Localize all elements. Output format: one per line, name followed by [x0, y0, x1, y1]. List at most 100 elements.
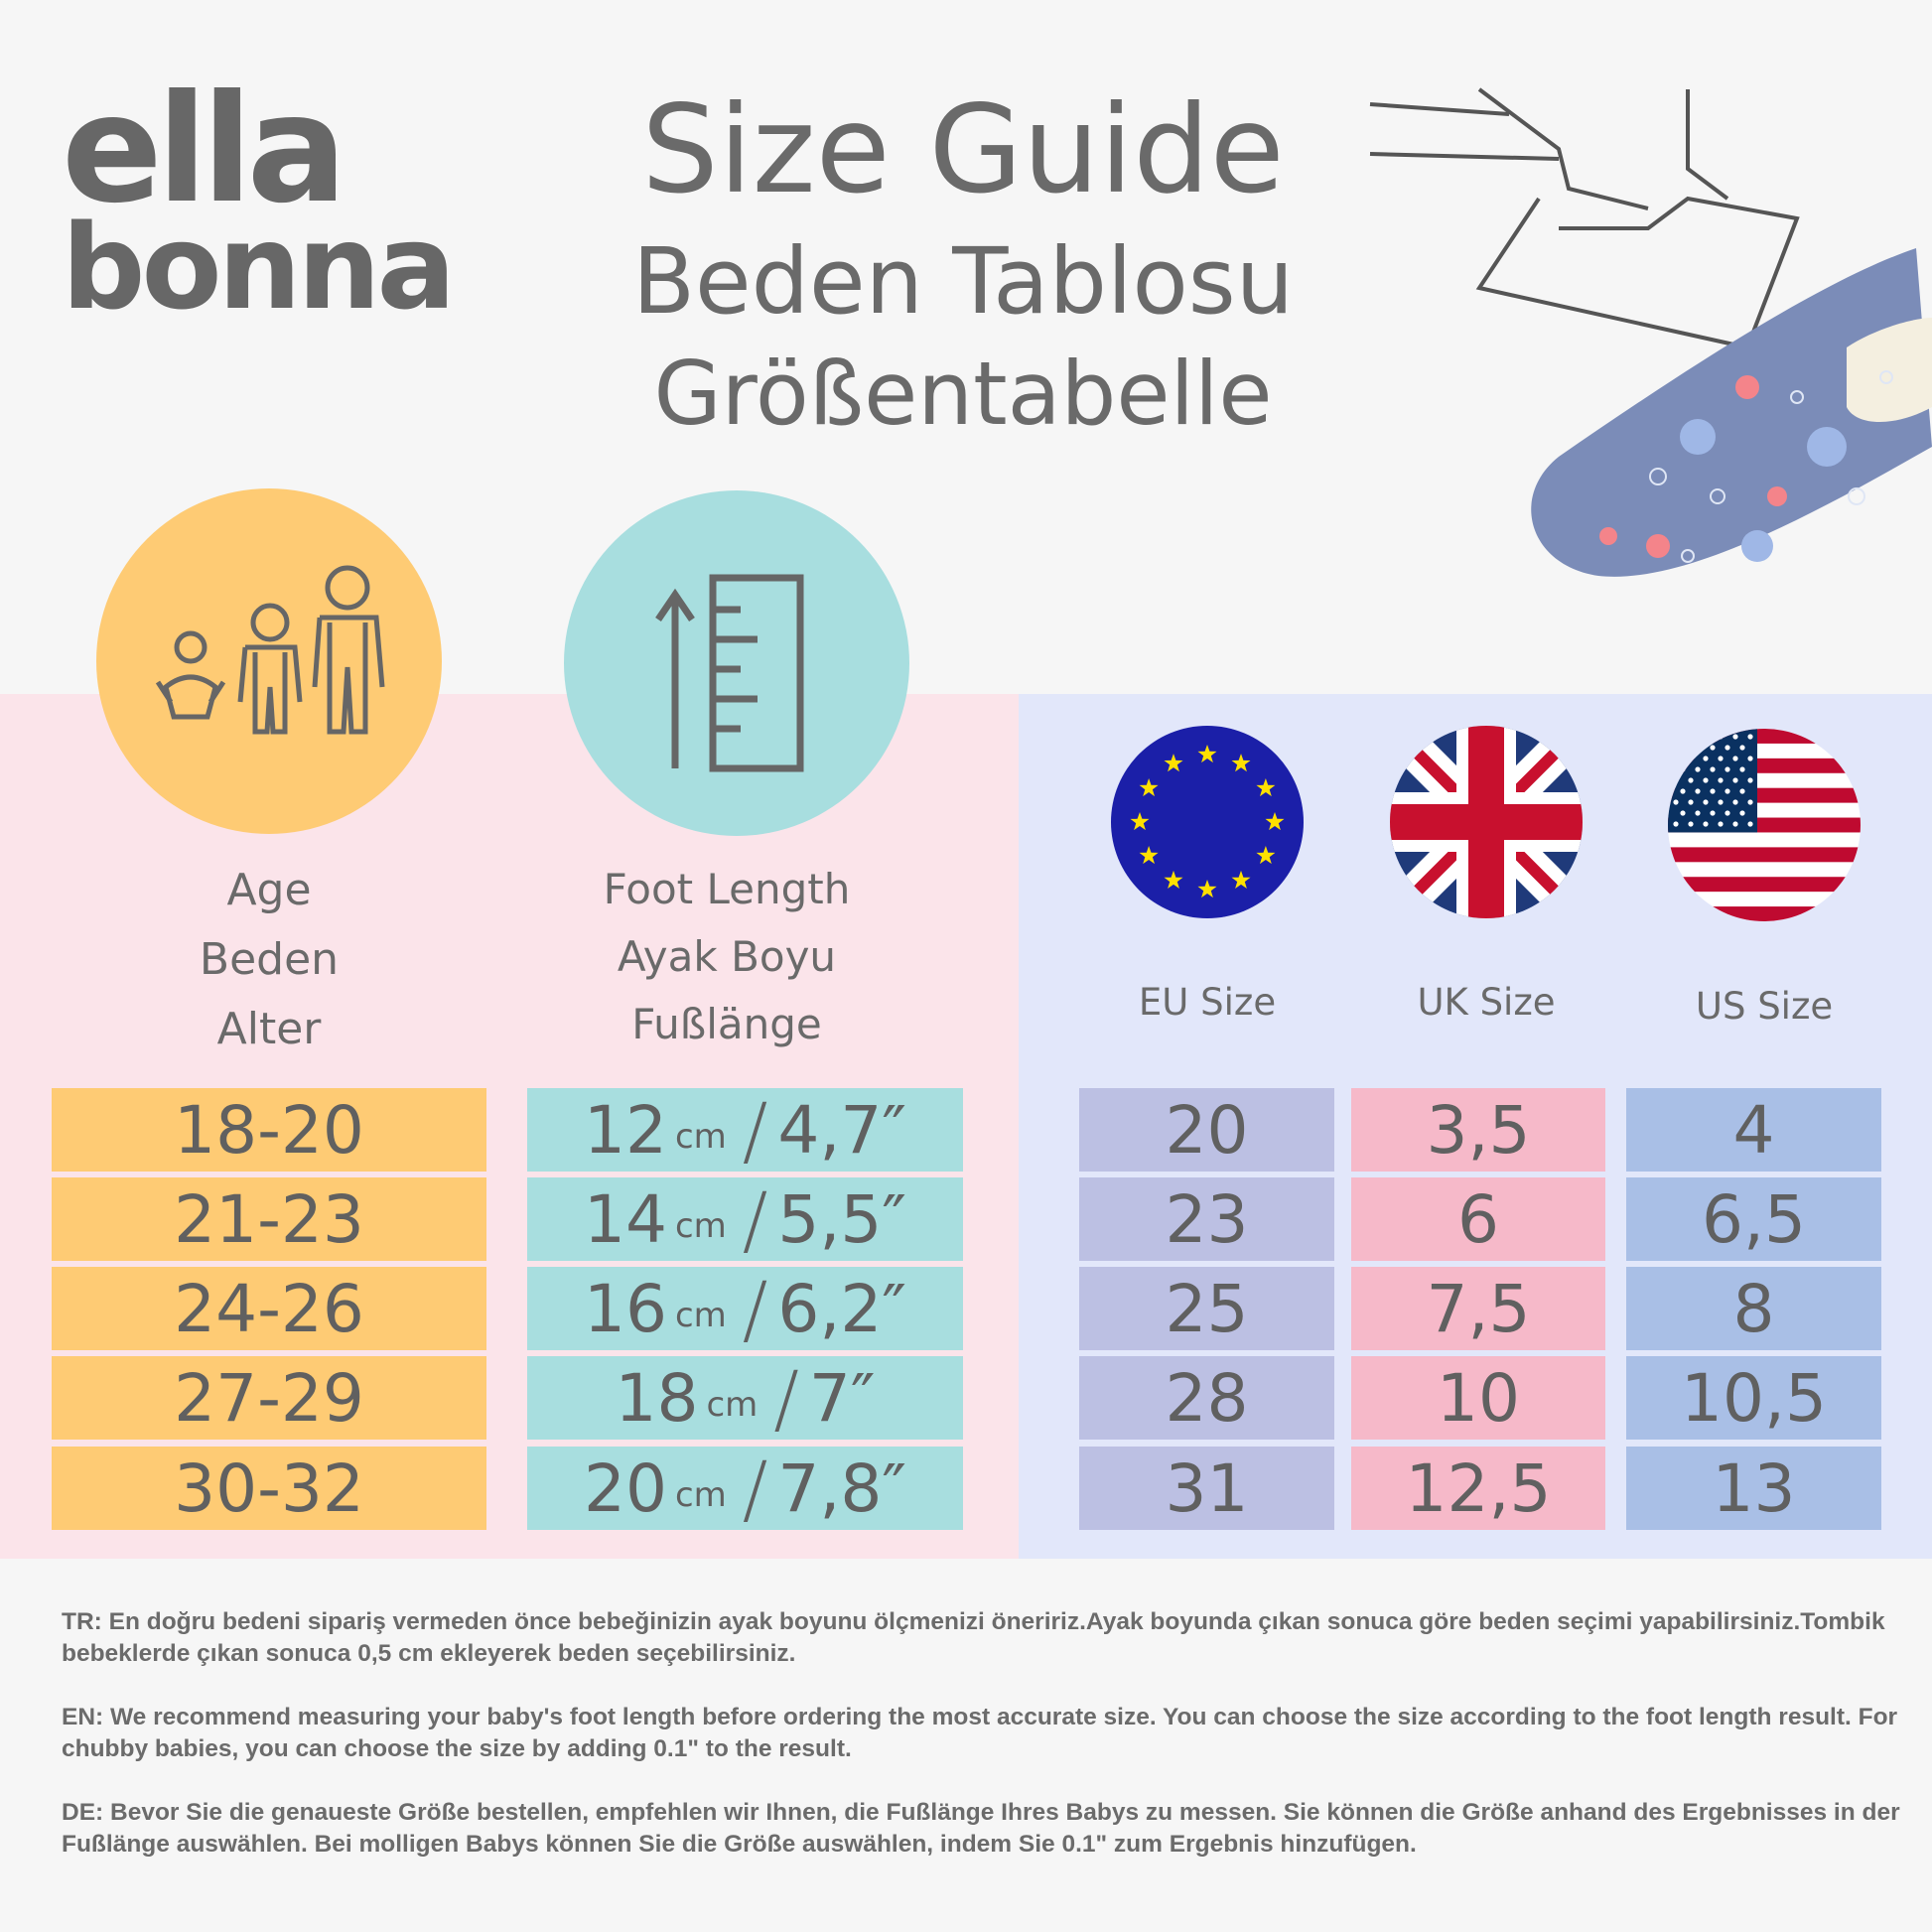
us-size-cell: 6,5 [1626, 1177, 1881, 1261]
star-icon [1256, 778, 1276, 797]
separator: / [742, 1174, 768, 1264]
us-value: 13 [1712, 1449, 1796, 1527]
inch-value: 4,7″ [777, 1091, 907, 1169]
notes: TR: En doğru bedeni sipariş vermeden önc… [62, 1606, 1908, 1892]
foot-label-de: Fußlänge [631, 1000, 822, 1048]
uk-value: 3,5 [1426, 1091, 1531, 1169]
age-value: 18-20 [174, 1091, 364, 1169]
age-cell: 24-26 [52, 1267, 486, 1350]
age-header: Age Beden Alter [70, 856, 468, 1064]
star-icon [1130, 812, 1150, 831]
eu-size-header: EU Size [1138, 981, 1277, 1024]
foot-length-cell: 14 cm /5,5″ [527, 1174, 963, 1264]
note-tr: TR: En doğru bedeni sipariş vermeden önc… [62, 1608, 1885, 1667]
star-icon [1265, 812, 1285, 831]
star-icon [1197, 880, 1217, 898]
us-size-header: US Size [1695, 985, 1834, 1028]
eu-value: 23 [1165, 1180, 1249, 1258]
foot-label-en: Foot Length [603, 865, 851, 913]
eu-size-cell: 23 [1079, 1177, 1334, 1261]
eu-size-cell: 31 [1079, 1447, 1334, 1530]
age-cell: 21-23 [52, 1177, 486, 1261]
age-value: 27-29 [174, 1359, 364, 1437]
age-label-tr: Beden [199, 934, 340, 985]
foot-length-circle [564, 490, 909, 836]
uk-size-cell: 7,5 [1351, 1267, 1605, 1350]
star-icon [1164, 870, 1183, 889]
uk-value: 6 [1457, 1180, 1499, 1258]
eu-value: 25 [1165, 1270, 1249, 1347]
note-de: DE: Bevor Sie die genaueste Größe bestel… [62, 1799, 1900, 1858]
uk-value: 12,5 [1405, 1449, 1552, 1527]
cm-value: 18 [615, 1359, 699, 1437]
cm-unit: cm [674, 1206, 727, 1246]
cm-value: 14 [583, 1180, 667, 1258]
family-icon [155, 565, 385, 735]
foot-length-cell: 18 cm /7″ [527, 1353, 963, 1443]
inch-value: 7,8″ [777, 1449, 907, 1527]
eu-flag-icon [1111, 726, 1304, 918]
note-en: EN: We recommend measuring your baby's f… [62, 1704, 1898, 1762]
cm-unit: cm [674, 1475, 727, 1515]
eu-value: 28 [1165, 1359, 1249, 1437]
us-value: 8 [1732, 1270, 1775, 1347]
uk-size-header: UK Size [1417, 981, 1556, 1024]
logo-line-1: ella [62, 64, 347, 236]
star-icon [1139, 778, 1159, 797]
eu-size-cell: 20 [1079, 1088, 1334, 1172]
eu-value: 31 [1165, 1449, 1249, 1527]
cm-value: 12 [583, 1091, 667, 1169]
us-flag-icon [1668, 729, 1861, 921]
us-size-cell: 8 [1626, 1267, 1881, 1350]
age-cell: 18-20 [52, 1088, 486, 1172]
title-de: Größentabelle [653, 343, 1273, 445]
age-value: 30-32 [174, 1449, 364, 1527]
cm-value: 20 [583, 1449, 667, 1527]
foot-length-cell: 12 cm /4,7″ [527, 1085, 963, 1174]
foot-length-cell: 20 cm /7,8″ [527, 1444, 963, 1533]
us-size-cell: 10,5 [1626, 1356, 1881, 1440]
age-label-en: Age [226, 865, 312, 915]
eu-size-cell: 25 [1079, 1267, 1334, 1350]
cm-value: 16 [583, 1270, 667, 1347]
separator: / [742, 1444, 768, 1533]
age-value: 24-26 [174, 1270, 364, 1347]
separator: / [742, 1085, 768, 1174]
cm-unit: cm [706, 1385, 759, 1425]
foot-length-cell: 16 cm /6,2″ [527, 1264, 963, 1353]
logo-line-2: bonna [62, 198, 456, 336]
inch-value: 5,5″ [777, 1180, 907, 1258]
foot-length-header: Foot Length Ayak Boyu Fußlänge [528, 856, 925, 1058]
brand-logo: ella bonna [62, 64, 459, 336]
age-cell: 30-32 [52, 1447, 486, 1530]
uk-value: 10 [1437, 1359, 1520, 1437]
us-value: 10,5 [1681, 1359, 1827, 1437]
cm-unit: cm [674, 1296, 727, 1335]
us-value: 6,5 [1702, 1180, 1806, 1258]
uk-size-cell: 10 [1351, 1356, 1605, 1440]
age-cell: 27-29 [52, 1356, 486, 1440]
uk-size-cell: 12,5 [1351, 1447, 1605, 1530]
us-value: 4 [1732, 1091, 1775, 1169]
measuring-foot-shoe-illustration-icon [1369, 87, 1932, 577]
separator: / [742, 1264, 768, 1353]
uk-value: 7,5 [1426, 1270, 1531, 1347]
age-value: 21-23 [174, 1180, 364, 1258]
inch-value: 7″ [808, 1359, 876, 1437]
inch-value: 6,2″ [777, 1270, 907, 1347]
ruler-arrow-icon [655, 574, 804, 772]
age-label-de: Alter [216, 1004, 322, 1054]
star-icon [1197, 745, 1217, 763]
title-en: Size Guide [641, 79, 1285, 220]
star-icon [1256, 846, 1276, 865]
star-icon [1139, 846, 1159, 865]
title-tr: Beden Tablosu [631, 228, 1295, 335]
foot-label-tr: Ayak Boyu [617, 932, 837, 981]
separator: / [773, 1353, 799, 1443]
star-icon [1231, 870, 1251, 889]
eu-value: 20 [1165, 1091, 1249, 1169]
star-icon [1164, 754, 1183, 772]
uk-flag-icon [1390, 726, 1583, 918]
cm-unit: cm [674, 1117, 727, 1157]
uk-size-cell: 3,5 [1351, 1088, 1605, 1172]
